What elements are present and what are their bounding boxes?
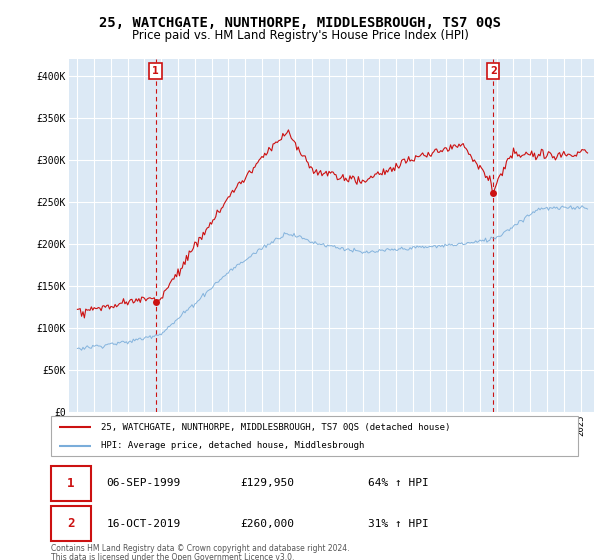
Text: 25, WATCHGATE, NUNTHORPE, MIDDLESBROUGH, TS7 0QS (detached house): 25, WATCHGATE, NUNTHORPE, MIDDLESBROUGH,… bbox=[101, 422, 451, 432]
Text: 2: 2 bbox=[490, 67, 497, 76]
Text: 16-OCT-2019: 16-OCT-2019 bbox=[107, 519, 181, 529]
FancyBboxPatch shape bbox=[50, 416, 578, 456]
Text: 25, WATCHGATE, NUNTHORPE, MIDDLESBROUGH, TS7 0QS: 25, WATCHGATE, NUNTHORPE, MIDDLESBROUGH,… bbox=[99, 16, 501, 30]
Text: 06-SEP-1999: 06-SEP-1999 bbox=[107, 478, 181, 488]
FancyBboxPatch shape bbox=[50, 506, 91, 541]
Text: This data is licensed under the Open Government Licence v3.0.: This data is licensed under the Open Gov… bbox=[51, 553, 295, 560]
Text: 31% ↑ HPI: 31% ↑ HPI bbox=[368, 519, 429, 529]
Text: HPI: Average price, detached house, Middlesbrough: HPI: Average price, detached house, Midd… bbox=[101, 441, 365, 450]
Text: £260,000: £260,000 bbox=[240, 519, 294, 529]
Text: Price paid vs. HM Land Registry's House Price Index (HPI): Price paid vs. HM Land Registry's House … bbox=[131, 29, 469, 42]
Text: Contains HM Land Registry data © Crown copyright and database right 2024.: Contains HM Land Registry data © Crown c… bbox=[51, 544, 349, 553]
FancyBboxPatch shape bbox=[50, 466, 91, 501]
Text: £129,950: £129,950 bbox=[240, 478, 294, 488]
Text: 2: 2 bbox=[67, 517, 75, 530]
Text: 1: 1 bbox=[152, 67, 159, 76]
Text: 1: 1 bbox=[67, 477, 75, 490]
Text: 64% ↑ HPI: 64% ↑ HPI bbox=[368, 478, 429, 488]
